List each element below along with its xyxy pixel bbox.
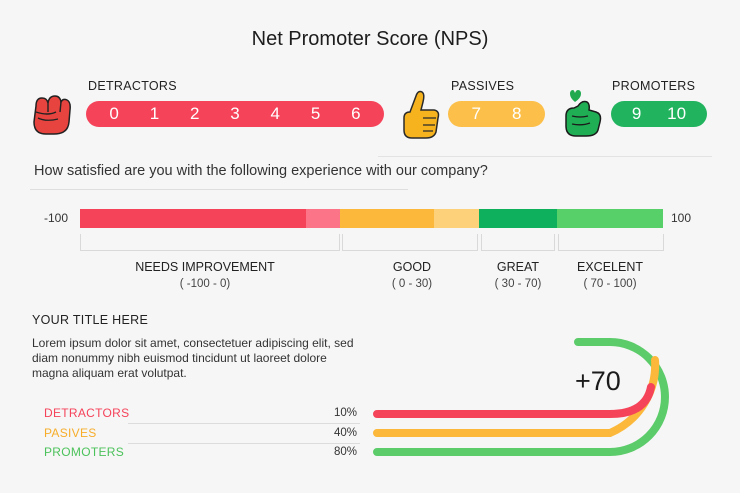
zone-name: NEEDS IMPROVEMENT — [135, 260, 275, 274]
score-number-6: 6 — [351, 104, 361, 123]
summary-text: Lorem ipsum dolor sit amet, consectetuer… — [32, 336, 354, 380]
stat-label-pasives: PASIVES — [44, 426, 97, 440]
stat-percent-promoters: 80% — [333, 446, 357, 458]
fist-icon — [28, 92, 74, 138]
score-gauge — [373, 338, 669, 456]
zone-good-bar-tail — [434, 209, 479, 228]
zone-great-bar — [479, 209, 557, 228]
score-number-10: 10 — [667, 104, 687, 123]
score-number-3: 3 — [230, 104, 240, 123]
score-number-9: 9 — [631, 104, 642, 123]
survey-question: How satisfied are you with the following… — [34, 163, 488, 179]
zone-name: GOOD — [392, 260, 432, 274]
zone-range: ( 70 - 100) — [583, 278, 637, 290]
scale-min: -100 — [44, 211, 69, 225]
zone-range: ( -100 - 0) — [179, 278, 231, 290]
score-number-7: 7 — [471, 104, 481, 123]
score-number-5: 5 — [310, 104, 321, 123]
question-underline — [30, 189, 408, 190]
score-number-4: 4 — [270, 104, 280, 123]
divider — [378, 156, 712, 157]
detractors-scale: 0 1 2 3 4 5 6 — [86, 101, 384, 127]
summary-title: YOUR TITLE HERE — [32, 313, 149, 327]
detractors-label: DETRACTORS — [88, 79, 177, 93]
zone-excelent-bar — [557, 209, 663, 228]
score-number-8: 8 — [512, 104, 522, 123]
zone-name: EXCELENT — [577, 260, 643, 274]
zone-bracket — [481, 234, 555, 251]
stat-label-detractors: DETRACTORS — [44, 406, 130, 420]
zone-needs-improvement-bar — [80, 209, 306, 228]
stat-divider — [128, 443, 360, 444]
gauge-arc-promoters — [373, 338, 669, 456]
zone-good-bar — [340, 209, 434, 228]
zone-bracket — [558, 234, 664, 251]
stat-divider — [128, 423, 360, 424]
score-number-0: 0 — [109, 104, 119, 123]
score-number-1: 1 — [149, 104, 160, 123]
stat-percent-detractors: 10% — [333, 407, 357, 419]
stat-percent-pasives: 40% — [333, 427, 357, 439]
score-number-2: 2 — [189, 104, 200, 123]
page-title: Net Promoter Score (NPS) — [251, 28, 489, 50]
zone-name: GREAT — [496, 260, 540, 274]
promoters-scale: 9 10 — [611, 101, 707, 127]
zone-needs-improvement-bar-tail — [306, 209, 340, 228]
passives-label: PASSIVES — [451, 79, 515, 93]
zone-bracket — [80, 234, 340, 251]
scale-max: 100 — [671, 211, 692, 225]
thumbs-up-icon — [398, 88, 442, 140]
zone-range: ( 0 - 30) — [391, 278, 433, 290]
zone-range: ( 30 - 70) — [494, 278, 542, 290]
gauge-arc-detractors — [373, 383, 655, 418]
promoters-label: PROMOTERS — [612, 79, 696, 93]
stat-label-promoters: PROMOTERS — [44, 445, 125, 459]
zone-bracket — [342, 234, 478, 251]
finger-heart-icon — [560, 86, 606, 140]
nps-score: +70 — [575, 366, 621, 396]
